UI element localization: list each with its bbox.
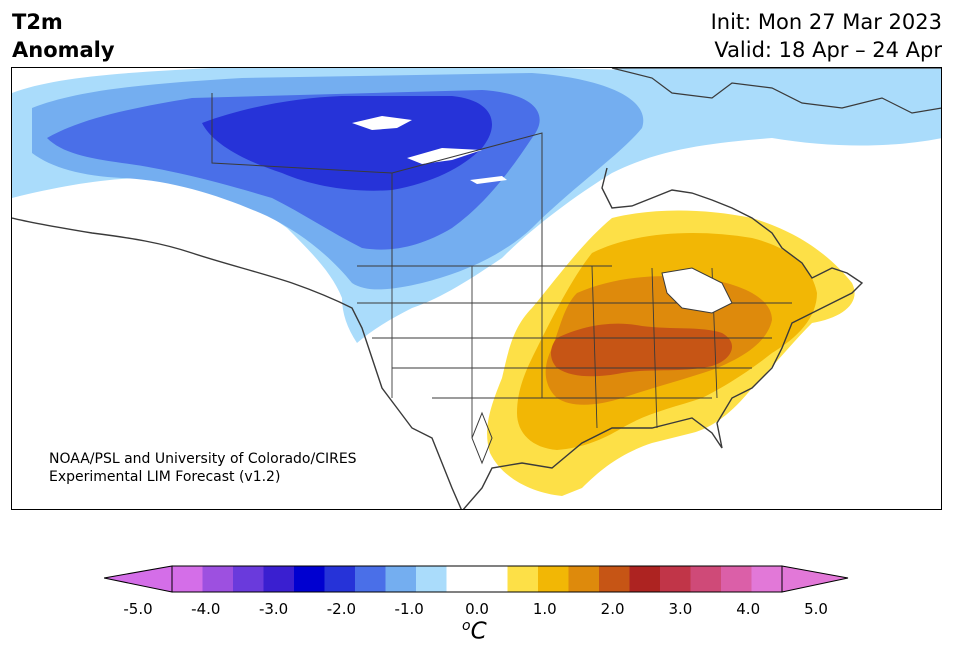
colorbar-cell <box>416 566 447 592</box>
colorbar-cell <box>172 566 203 592</box>
colorbar-cell <box>660 566 691 592</box>
colorbar-cell <box>690 566 722 592</box>
colorbar-ticks: -5.0 -4.0 -3.0 -2.0 -1.0 0.0 1.0 2.0 3.0 4.0 5.0 <box>0 600 953 620</box>
colorbar-tick-label: -2.0 <box>326 600 357 618</box>
colorbar-tick-label: -3.0 <box>258 600 289 618</box>
colorbar <box>104 565 849 593</box>
colorbar-tick-label: -4.0 <box>191 600 221 618</box>
credit-line-1: NOAA/PSL and University of Colorado/CIRE… <box>49 451 357 467</box>
colorbar-cell <box>446 566 478 592</box>
colorbar-cell <box>751 566 783 592</box>
warm-anomaly-core <box>550 323 733 377</box>
colorbar-tick-label: 3.0 <box>668 600 693 618</box>
colorbar-cell <box>477 566 508 592</box>
map-canvas <box>12 68 941 509</box>
map-title: T2m Anomaly <box>12 8 115 64</box>
cold-anomaly-core <box>202 96 492 191</box>
colorbar-cell <box>324 566 356 592</box>
colorbar-cell <box>385 566 417 592</box>
colorbar-cell <box>538 566 569 592</box>
colorbar-cell <box>721 566 752 592</box>
colorbar-cell <box>263 566 295 592</box>
colorbar-cell <box>355 566 386 592</box>
unit-degree: o <box>462 618 471 634</box>
forecast-dates: Init: Mon 27 Mar 2023 Valid: 18 Apr – 24… <box>711 8 942 64</box>
unit-label: C <box>470 618 487 645</box>
colorbar-cell <box>233 566 264 592</box>
colorbar-tick-label: -5.0 <box>123 600 153 618</box>
colorbar-cells <box>172 566 783 592</box>
data-credit: NOAA/PSL and University of Colorado/CIRE… <box>49 450 357 486</box>
colorbar-tick-label: 4.0 <box>736 600 761 618</box>
colorbar-tick-label: 0.0 <box>465 600 489 618</box>
colorbar-cell <box>568 566 600 592</box>
title-variable: T2m <box>12 10 63 34</box>
colorbar-over-arrow <box>781 565 849 593</box>
colorbar-cell <box>507 566 539 592</box>
title-subtitle: Anomaly <box>12 38 115 62</box>
colorbar-cell <box>202 566 234 592</box>
colorbar-unit: oC <box>462 618 487 645</box>
valid-range: Valid: 18 Apr – 24 Apr <box>714 38 942 62</box>
colorbar-tick-label: 1.0 <box>532 600 557 618</box>
colorbar-cell <box>294 566 325 592</box>
colorbar-tick-label: 5.0 <box>804 600 828 618</box>
colorbar-cell <box>599 566 630 592</box>
anomaly-map <box>11 67 942 510</box>
init-date: Init: Mon 27 Mar 2023 <box>710 10 942 34</box>
colorbar-cell <box>629 566 661 592</box>
colorbar-tick-label: -1.0 <box>394 600 424 618</box>
credit-line-2: Experimental LIM Forecast (v1.2) <box>49 469 281 485</box>
colorbar-tick-label: 2.0 <box>600 600 625 618</box>
colorbar-under-arrow <box>104 565 173 593</box>
